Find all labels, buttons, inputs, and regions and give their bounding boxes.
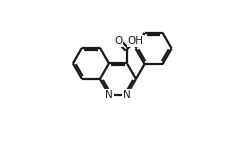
Text: N: N <box>105 90 113 100</box>
Text: O: O <box>114 36 122 46</box>
Text: OH: OH <box>128 36 144 46</box>
Text: N: N <box>123 90 131 100</box>
